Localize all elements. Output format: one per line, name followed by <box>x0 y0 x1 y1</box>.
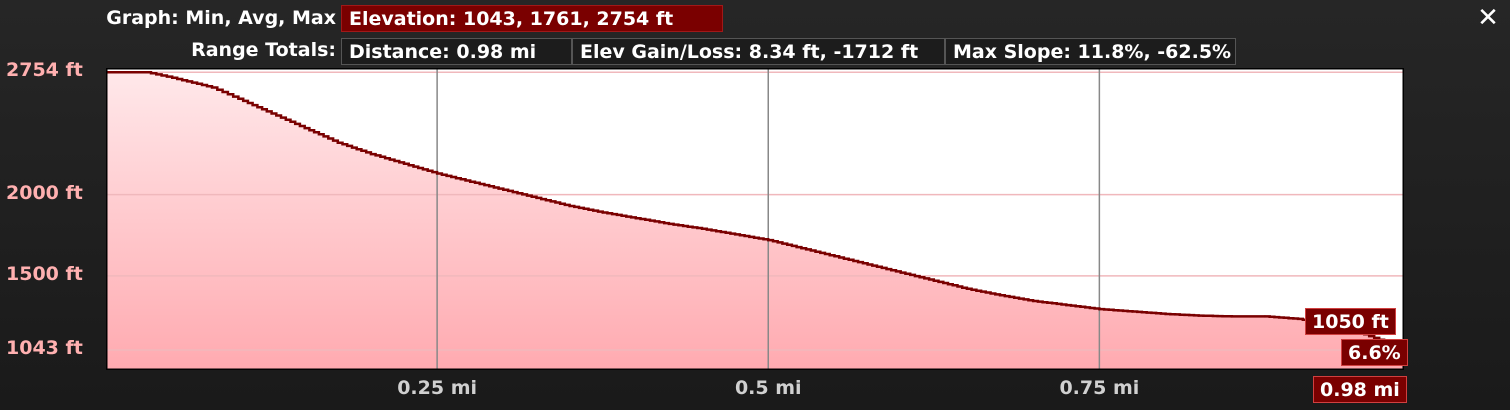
cursor-elevation-readout: 1050 ft <box>1305 308 1396 335</box>
x-tick-label-2: 0.75 mi <box>1059 377 1140 399</box>
elevation-point-36 <box>1296 317 1300 321</box>
elevation-area <box>106 72 1404 370</box>
elevation-point-12 <box>502 188 505 191</box>
elevation-point-35 <box>1263 315 1267 318</box>
distance-stat: Distance: 0.98 mi <box>341 38 572 65</box>
elevation-point-7 <box>336 141 339 144</box>
elevation-point-11 <box>469 180 472 183</box>
range-totals-label: Range Totals: <box>191 39 336 61</box>
elevation-chart[interactable] <box>106 68 1404 370</box>
elevation-point-9 <box>402 162 406 165</box>
elevation-point-6 <box>303 126 306 130</box>
elevation-point-27 <box>998 294 1002 297</box>
elevation-stat: Elevation: 1043, 1761, 2754 ft <box>341 5 723 32</box>
elevation-point-14 <box>568 204 571 208</box>
elevation-point-24 <box>899 271 902 274</box>
elevation-point-29 <box>1065 303 1068 307</box>
elevation-point-32 <box>1164 312 1167 316</box>
elevation-line <box>106 70 1404 349</box>
cursor-distance-readout: 0.98 mi <box>1313 376 1407 403</box>
elevation-point-23 <box>866 263 869 266</box>
elevation-point-4 <box>237 97 240 101</box>
elevation-point-1 <box>144 71 147 74</box>
elevation-point-2 <box>171 76 174 79</box>
elevation-point-31 <box>1131 310 1134 313</box>
cursor-slope-readout: 6.6% <box>1341 339 1408 366</box>
elevation-point-21 <box>800 247 803 250</box>
elevation-point-18 <box>700 227 704 230</box>
elevation-point-3 <box>210 86 214 89</box>
elevation-point-13 <box>535 196 538 200</box>
elevation-point-30 <box>1098 307 1101 311</box>
close-icon[interactable]: ✕ <box>1477 3 1499 33</box>
elevation-point-16 <box>634 216 637 220</box>
y-tick-label-1: 2000 ft <box>6 181 83 204</box>
y-tick-label-0: 2754 ft <box>6 59 83 82</box>
elevation-point-28 <box>1031 299 1035 303</box>
elevation-point-15 <box>601 211 604 214</box>
x-tick-label-1: 0.5 mi <box>734 377 802 399</box>
elevation-point-33 <box>1197 314 1200 317</box>
elevation-point-20 <box>767 238 770 242</box>
elevation-point-26 <box>965 287 969 291</box>
graph-mode-label: Graph: Min, Avg, Max <box>106 7 336 29</box>
x-tick-label-0: 0.25 mi <box>397 377 478 399</box>
elevation-point-17 <box>667 222 671 226</box>
max-slope-stat: Max Slope: 11.8%, -62.5% <box>945 38 1236 65</box>
elevation-point-22 <box>833 255 836 258</box>
elevation-point-8 <box>369 152 373 156</box>
elevation-point-34 <box>1230 315 1234 318</box>
elev-gain-loss-stat: Elev Gain/Loss: 8.34 ft, -1712 ft <box>572 38 945 65</box>
plot-border <box>106 68 1404 370</box>
y-tick-label-2: 1500 ft <box>6 262 83 285</box>
elevation-point-10 <box>435 172 439 175</box>
elevation-point-5 <box>270 112 273 115</box>
elevation-point-25 <box>932 279 936 282</box>
y-tick-label-3: 1043 ft <box>6 337 83 360</box>
elevation-point-19 <box>733 233 737 236</box>
